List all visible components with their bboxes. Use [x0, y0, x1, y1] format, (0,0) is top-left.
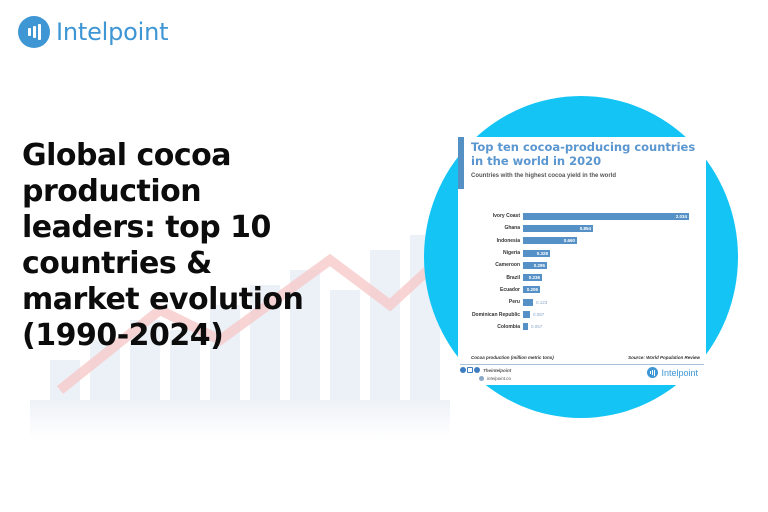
page-headline: Global cocoa production leaders: top 10 … [22, 138, 304, 353]
logo-bars-icon [647, 367, 659, 378]
bar-label: Colombia [497, 323, 520, 330]
card-brand-logo: Intelpoint [647, 367, 698, 378]
infographic-title: Top ten cocoa-producing countries in the… [471, 140, 696, 168]
bar-chart: Ivory Coast 2.034 Ghana 0.854 Indonesia … [458, 210, 706, 333]
bar-row: Ghana 0.854 [458, 222, 706, 234]
bar-row: Brazil 0.236 [458, 271, 706, 283]
axis-label: Cocoa production (million metric tons) [471, 355, 554, 360]
bar-row: Dominican Republic 0.087 [458, 308, 706, 320]
card-brand-name: Intelpoint [661, 367, 698, 378]
social-handle: Theintelpoint [483, 367, 512, 373]
bar-value: 0.236 [528, 275, 540, 281]
bar-label: Brazil [506, 274, 520, 281]
bar-row: Colombia 0.057 [458, 321, 706, 333]
bar-label: Ghana [504, 225, 520, 232]
footer-divider [460, 364, 704, 365]
bar-label: Ecuador [499, 286, 520, 293]
bar-row: Indonesia 0.660 [458, 235, 706, 247]
bar-value: 0.206 [526, 287, 538, 293]
bar-row: Peru 0.123 [458, 296, 706, 308]
twitter-icon[interactable] [474, 367, 480, 373]
bar-label: Dominican Republic [471, 311, 520, 318]
bar-value: 0.087 [533, 312, 545, 318]
infographic-subtitle: Countries with the highest cocoa yield i… [471, 173, 617, 179]
brand-name: Intelpoint [56, 18, 169, 46]
bar-label: Cameroon [495, 262, 520, 269]
background-chart-graphic [30, 230, 450, 440]
bar-label: Indonesia [496, 237, 520, 244]
bar-label: Ivory Coast [492, 213, 520, 220]
bar-value: 0.295 [533, 262, 545, 268]
bar-row: Cameroon 0.295 [458, 259, 706, 271]
bar-label: Nigeria [503, 250, 520, 257]
infographic-card: Top ten cocoa-producing countries in the… [458, 137, 706, 385]
bar-row: Ecuador 0.206 [458, 284, 706, 296]
bar-row: Nigeria 0.328 [458, 247, 706, 259]
instagram-icon[interactable] [467, 367, 473, 373]
bar-value: 0.123 [536, 299, 548, 305]
bar-value: 0.328 [536, 250, 548, 256]
title-accent-bar [458, 137, 464, 189]
bar-value: 2.034 [675, 213, 687, 219]
brand-logo[interactable]: Intelpoint [18, 16, 169, 48]
social-links: Theintelpoint [460, 367, 511, 373]
website-text: intelpoint.co [487, 376, 512, 381]
logo-bars-icon [18, 16, 50, 48]
bar-value: 0.057 [531, 324, 543, 330]
bar-value: 0.854 [579, 225, 591, 231]
trend-arrow-icon [56, 246, 450, 394]
source-note: Source: World Population Review [628, 355, 700, 360]
bar-label: Peru [508, 299, 520, 306]
website-link[interactable]: intelpoint.co [479, 376, 511, 381]
globe-icon [479, 376, 484, 381]
facebook-icon[interactable] [460, 367, 466, 373]
bar-row: Ivory Coast 2.034 [458, 210, 706, 222]
bar-value: 0.660 [563, 238, 575, 244]
